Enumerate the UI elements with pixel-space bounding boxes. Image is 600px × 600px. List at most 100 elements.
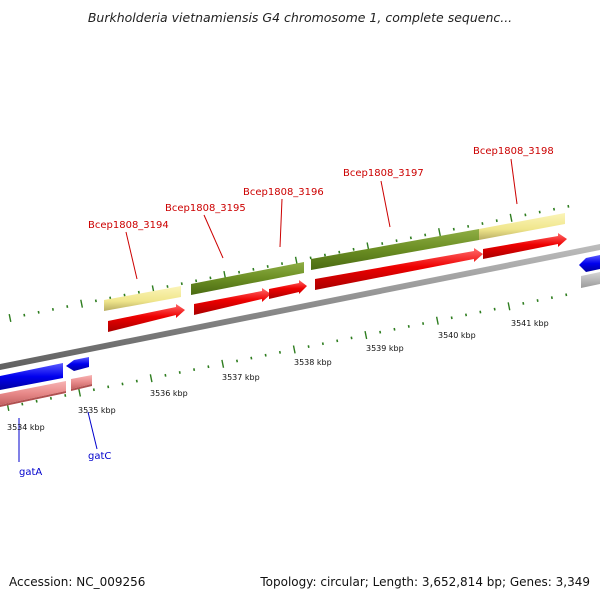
- sequence-backbone: [0, 244, 600, 370]
- cog-bar-bcep3198[interactable]: [479, 213, 565, 240]
- inner-tick: [507, 302, 511, 311]
- inner-tick: [264, 353, 267, 357]
- inner-tick: [235, 359, 239, 363]
- label-bcep3198[interactable]: Bcep1808_3198: [473, 146, 554, 157]
- outer-tick: [481, 222, 484, 225]
- label-gatA[interactable]: gatA: [19, 467, 42, 478]
- inner-tick: [321, 342, 324, 346]
- scale-label-3535: 3535 kbp: [78, 406, 116, 415]
- outer-tick: [252, 267, 255, 271]
- outer-tick: [395, 239, 398, 243]
- gene-arrow-gatC[interactable]: [66, 357, 89, 371]
- outer-tick: [195, 279, 198, 283]
- inner-tick: [407, 324, 410, 328]
- scale-label-3540: 3540 kbp: [438, 331, 476, 340]
- outer-tick: [309, 256, 312, 260]
- outer-tick: [495, 219, 498, 223]
- outer-tick: [109, 296, 112, 300]
- label-bcep3197[interactable]: Bcep1808_3197: [343, 168, 424, 179]
- cds-arrow-bcep3195[interactable]: [194, 288, 271, 315]
- faded-bar-gatA[interactable]: [0, 381, 66, 405]
- gene-arrow-right-edge[interactable]: [579, 255, 600, 272]
- inner-tick: [207, 365, 210, 369]
- outer-tick: [381, 242, 384, 245]
- inner-tick: [350, 336, 353, 340]
- inner-tick: [35, 399, 38, 403]
- outer-tick: [137, 290, 140, 294]
- inner-tick: [107, 385, 110, 389]
- cog-bar-bcep3195[interactable]: [191, 262, 304, 295]
- outer-tick: [23, 313, 26, 317]
- outer-tick: [409, 236, 412, 240]
- outer-tick: [338, 250, 341, 254]
- inner-tick: [550, 296, 553, 300]
- inner-tick: [193, 368, 196, 372]
- label-gatC[interactable]: gatC: [88, 451, 111, 462]
- label-bcep3194[interactable]: Bcep1808_3194: [88, 220, 169, 231]
- outer-tick: [66, 305, 69, 308]
- topology-summary: Topology: circular; Length: 3,652,814 bp…: [260, 575, 590, 589]
- gene-labels: Bcep1808_3194 Bcep1808_3195 Bcep1808_319…: [19, 146, 554, 478]
- leader-bcep3195: [203, 214, 224, 259]
- inner-tick-row: [6, 293, 568, 412]
- inner-tick: [178, 371, 181, 374]
- scale-label-3538: 3538 kbp: [294, 358, 332, 367]
- grey-bar-right-edge[interactable]: [581, 272, 600, 288]
- outer-tick: [567, 204, 570, 208]
- outer-tick: [452, 227, 455, 231]
- outer-tick: [51, 307, 54, 311]
- inner-tick: [435, 316, 439, 325]
- label-bcep3196[interactable]: Bcep1808_3196: [243, 187, 324, 198]
- inner-tick: [379, 330, 382, 334]
- cds-arrow-bcep3198[interactable]: [483, 233, 567, 259]
- lower-left-genes: [0, 357, 92, 407]
- inner-tick: [364, 330, 368, 340]
- inner-tick: [307, 345, 310, 348]
- inner-tick: [149, 374, 153, 383]
- faded-bar-gatA-edge: [0, 391, 66, 407]
- cds-arrow-bcep3196[interactable]: [269, 280, 307, 299]
- inner-tick: [479, 310, 482, 314]
- inner-tick: [464, 313, 468, 317]
- faded-bar-gatC[interactable]: [71, 375, 92, 389]
- label-bcep3195[interactable]: Bcep1808_3195: [165, 203, 246, 214]
- scale-labels: 3534 kbp 3535 kbp 3536 kbp 3537 kbp 3538…: [7, 319, 549, 432]
- scale-label-3536: 3536 kbp: [150, 389, 188, 398]
- scale-label-3539: 3539 kbp: [366, 344, 404, 353]
- outer-tick: [323, 253, 327, 257]
- outer-tick: [94, 299, 97, 303]
- cds-arrow-bcep3197[interactable]: [315, 248, 483, 290]
- inner-tick: [336, 339, 339, 343]
- outer-tick: [552, 207, 556, 211]
- outer-tick: [180, 282, 183, 286]
- outer-tick: [438, 228, 441, 237]
- inner-tick: [450, 316, 453, 320]
- inner-tick: [292, 345, 296, 354]
- inner-tick: [393, 327, 396, 331]
- inner-tick: [422, 322, 425, 325]
- inner-tick: [221, 359, 225, 368]
- outer-tick: [8, 313, 12, 323]
- inner-tick: [92, 388, 95, 392]
- inner-tick: [278, 350, 281, 354]
- outer-tick: [509, 213, 513, 222]
- gene-arrow-gatA[interactable]: [0, 363, 63, 390]
- outer-tick: [538, 210, 541, 214]
- outer-tick: [424, 233, 427, 237]
- scale-label-3534: 3534 kbp: [7, 423, 45, 432]
- leader-bcep3198: [510, 158, 518, 205]
- inner-tick: [21, 402, 24, 406]
- map-title: Burkholderia vietnamiensis G4 chromosome…: [87, 10, 513, 25]
- cog-feature-lane: [104, 213, 565, 311]
- cog-bar-bcep3194[interactable]: [104, 286, 181, 311]
- outer-tick: [80, 299, 84, 308]
- outer-tick: [467, 224, 470, 228]
- inner-tick: [536, 299, 539, 302]
- faded-bar-gatC-edge: [71, 384, 92, 391]
- leader-bcep3196: [279, 198, 283, 248]
- inner-tick: [78, 388, 82, 397]
- cds-arrow-bcep3194[interactable]: [108, 304, 185, 332]
- outer-tick: [209, 276, 212, 280]
- cog-bar-bcep3197[interactable]: [311, 229, 479, 270]
